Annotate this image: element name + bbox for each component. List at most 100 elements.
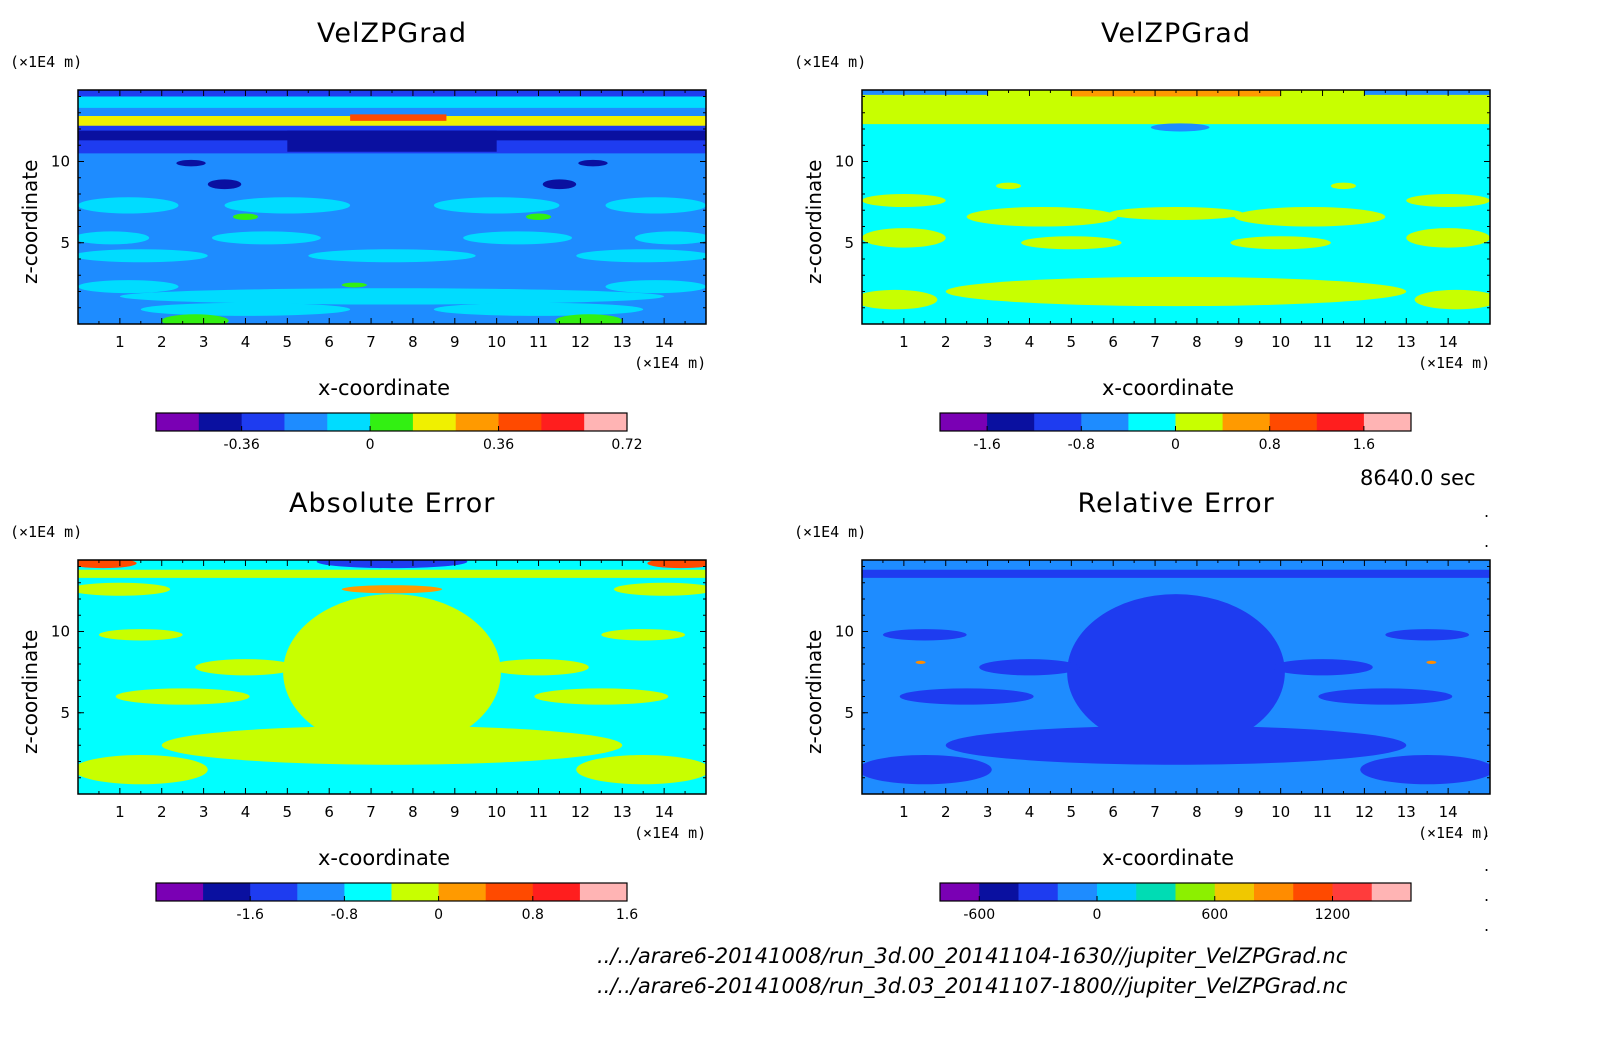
colorbar-swatch <box>1057 883 1098 901</box>
x-unit-label: (×1E4 m) <box>634 354 707 372</box>
y-unit-label: (×1E4 m) <box>794 53 867 71</box>
x-tick-label: 1 <box>899 333 909 351</box>
contour-patch <box>899 688 1034 705</box>
colorbar-swatch <box>198 413 243 431</box>
contour-patch <box>979 659 1080 676</box>
x-tick-label: 11 <box>1313 803 1332 821</box>
x-tick-label: 7 <box>366 333 376 351</box>
contour-patch <box>1318 688 1453 705</box>
colorbar-tick-label: 0 <box>1171 437 1180 453</box>
x-tick-label: 13 <box>1397 333 1416 351</box>
contour-patch <box>308 249 476 263</box>
colorbar-swatch <box>1363 413 1412 431</box>
x-axis-label: x-coordinate <box>318 846 451 870</box>
colorbar-swatch <box>297 883 345 901</box>
contour-patch <box>576 755 706 785</box>
x-tick-label: 10 <box>487 333 506 351</box>
colorbar-swatch <box>1175 883 1216 901</box>
x-tick-label: 6 <box>1108 333 1118 351</box>
contour-patch <box>576 249 706 263</box>
contour-patch <box>341 282 367 288</box>
x-tick-label: 8 <box>1192 333 1202 351</box>
x-tick-label: 3 <box>983 803 993 821</box>
contour-patch <box>316 560 468 569</box>
colorbar-swatch <box>1222 413 1271 431</box>
x-tick-label: 12 <box>571 333 590 351</box>
contour-patch <box>224 197 351 214</box>
colorbar-swatch <box>979 883 1019 901</box>
colorbar-swatch <box>532 883 581 901</box>
colorbar-swatch <box>1316 413 1365 431</box>
x-tick-label: 6 <box>1108 803 1118 821</box>
colorbar-swatch <box>498 413 542 431</box>
colorbar-tick-label: -0.8 <box>1068 437 1095 453</box>
y-tick-label: 5 <box>60 234 70 252</box>
x-tick-label: 6 <box>324 333 334 351</box>
x-tick-label: 14 <box>655 333 674 351</box>
contour-patch <box>882 629 967 641</box>
contour-band <box>862 569 1490 578</box>
colorbar-swatch <box>1214 883 1255 901</box>
x-tick-label: 3 <box>199 803 209 821</box>
x-tick-label: 5 <box>1067 803 1077 821</box>
x-axis-label: x-coordinate <box>1102 376 1235 400</box>
contour-patch <box>1360 755 1490 785</box>
contour-patch <box>1385 629 1470 641</box>
colorbar-tick-label: 0.8 <box>522 907 544 923</box>
chart-panel: VelZPGrad (×1E4 m) z-coordinate (×1E4 m) x-c… <box>0 0 784 470</box>
contour-patch <box>1021 236 1122 250</box>
contour-patch <box>115 688 250 705</box>
x-tick-label: 10 <box>1271 333 1290 351</box>
y-tick-label: 10 <box>835 153 854 171</box>
x-tick-label: 4 <box>241 333 251 351</box>
contour-patch <box>862 228 946 248</box>
x-tick-label: 3 <box>199 333 209 351</box>
x-tick-label: 1 <box>899 803 909 821</box>
contour-patch <box>78 280 179 294</box>
x-tick-label: 8 <box>408 333 418 351</box>
contour-patch <box>1234 207 1386 227</box>
colorbar-swatch <box>584 413 628 431</box>
x-tick-label: 3 <box>983 333 993 351</box>
x-tick-label: 8 <box>1192 803 1202 821</box>
contour-patch <box>862 194 946 207</box>
contour-patch <box>176 159 206 167</box>
colorbar-swatch <box>1293 883 1333 901</box>
x-tick-label: 9 <box>1234 803 1244 821</box>
contour-patch <box>1150 123 1210 132</box>
contour-patch <box>211 231 321 245</box>
contour-patch <box>601 629 686 641</box>
contour-patch <box>945 725 1407 765</box>
time-label: 8640.0 sec <box>1360 466 1476 490</box>
x-tick-label: 12 <box>571 803 590 821</box>
colorbar-swatch <box>203 883 251 901</box>
colorbar-tick-label: 1.6 <box>1353 437 1375 453</box>
colorbar-swatch <box>241 413 285 431</box>
contour-patch <box>78 197 179 214</box>
contour-patch <box>463 231 573 245</box>
x-tick-label: 14 <box>655 803 674 821</box>
x-tick-label: 2 <box>157 803 167 821</box>
colorbar-tick-label: 0 <box>434 907 443 923</box>
contour-patch <box>140 302 351 316</box>
contour-patch <box>605 280 706 294</box>
y-tick-label: 10 <box>51 623 70 641</box>
colorbar-swatch <box>156 413 200 431</box>
x-axis-label: x-coordinate <box>1102 846 1235 870</box>
x-tick-label: 4 <box>1025 333 1035 351</box>
contour-patch <box>1414 289 1490 310</box>
x-tick-label: 13 <box>613 333 632 351</box>
colorbar-swatch <box>344 883 392 901</box>
x-unit-label: (×1E4 m) <box>1418 354 1491 372</box>
contour-patch <box>78 582 171 596</box>
contour-band <box>350 114 447 121</box>
contour-patch <box>78 560 137 569</box>
contour-patch <box>995 182 1022 190</box>
colorbar-swatch <box>485 883 534 901</box>
contour-patch <box>98 629 183 641</box>
colorbar-swatch <box>391 883 440 901</box>
contour-patch <box>161 725 623 765</box>
colorbar-swatch <box>156 883 204 901</box>
colorbar-frame <box>939 882 1412 902</box>
